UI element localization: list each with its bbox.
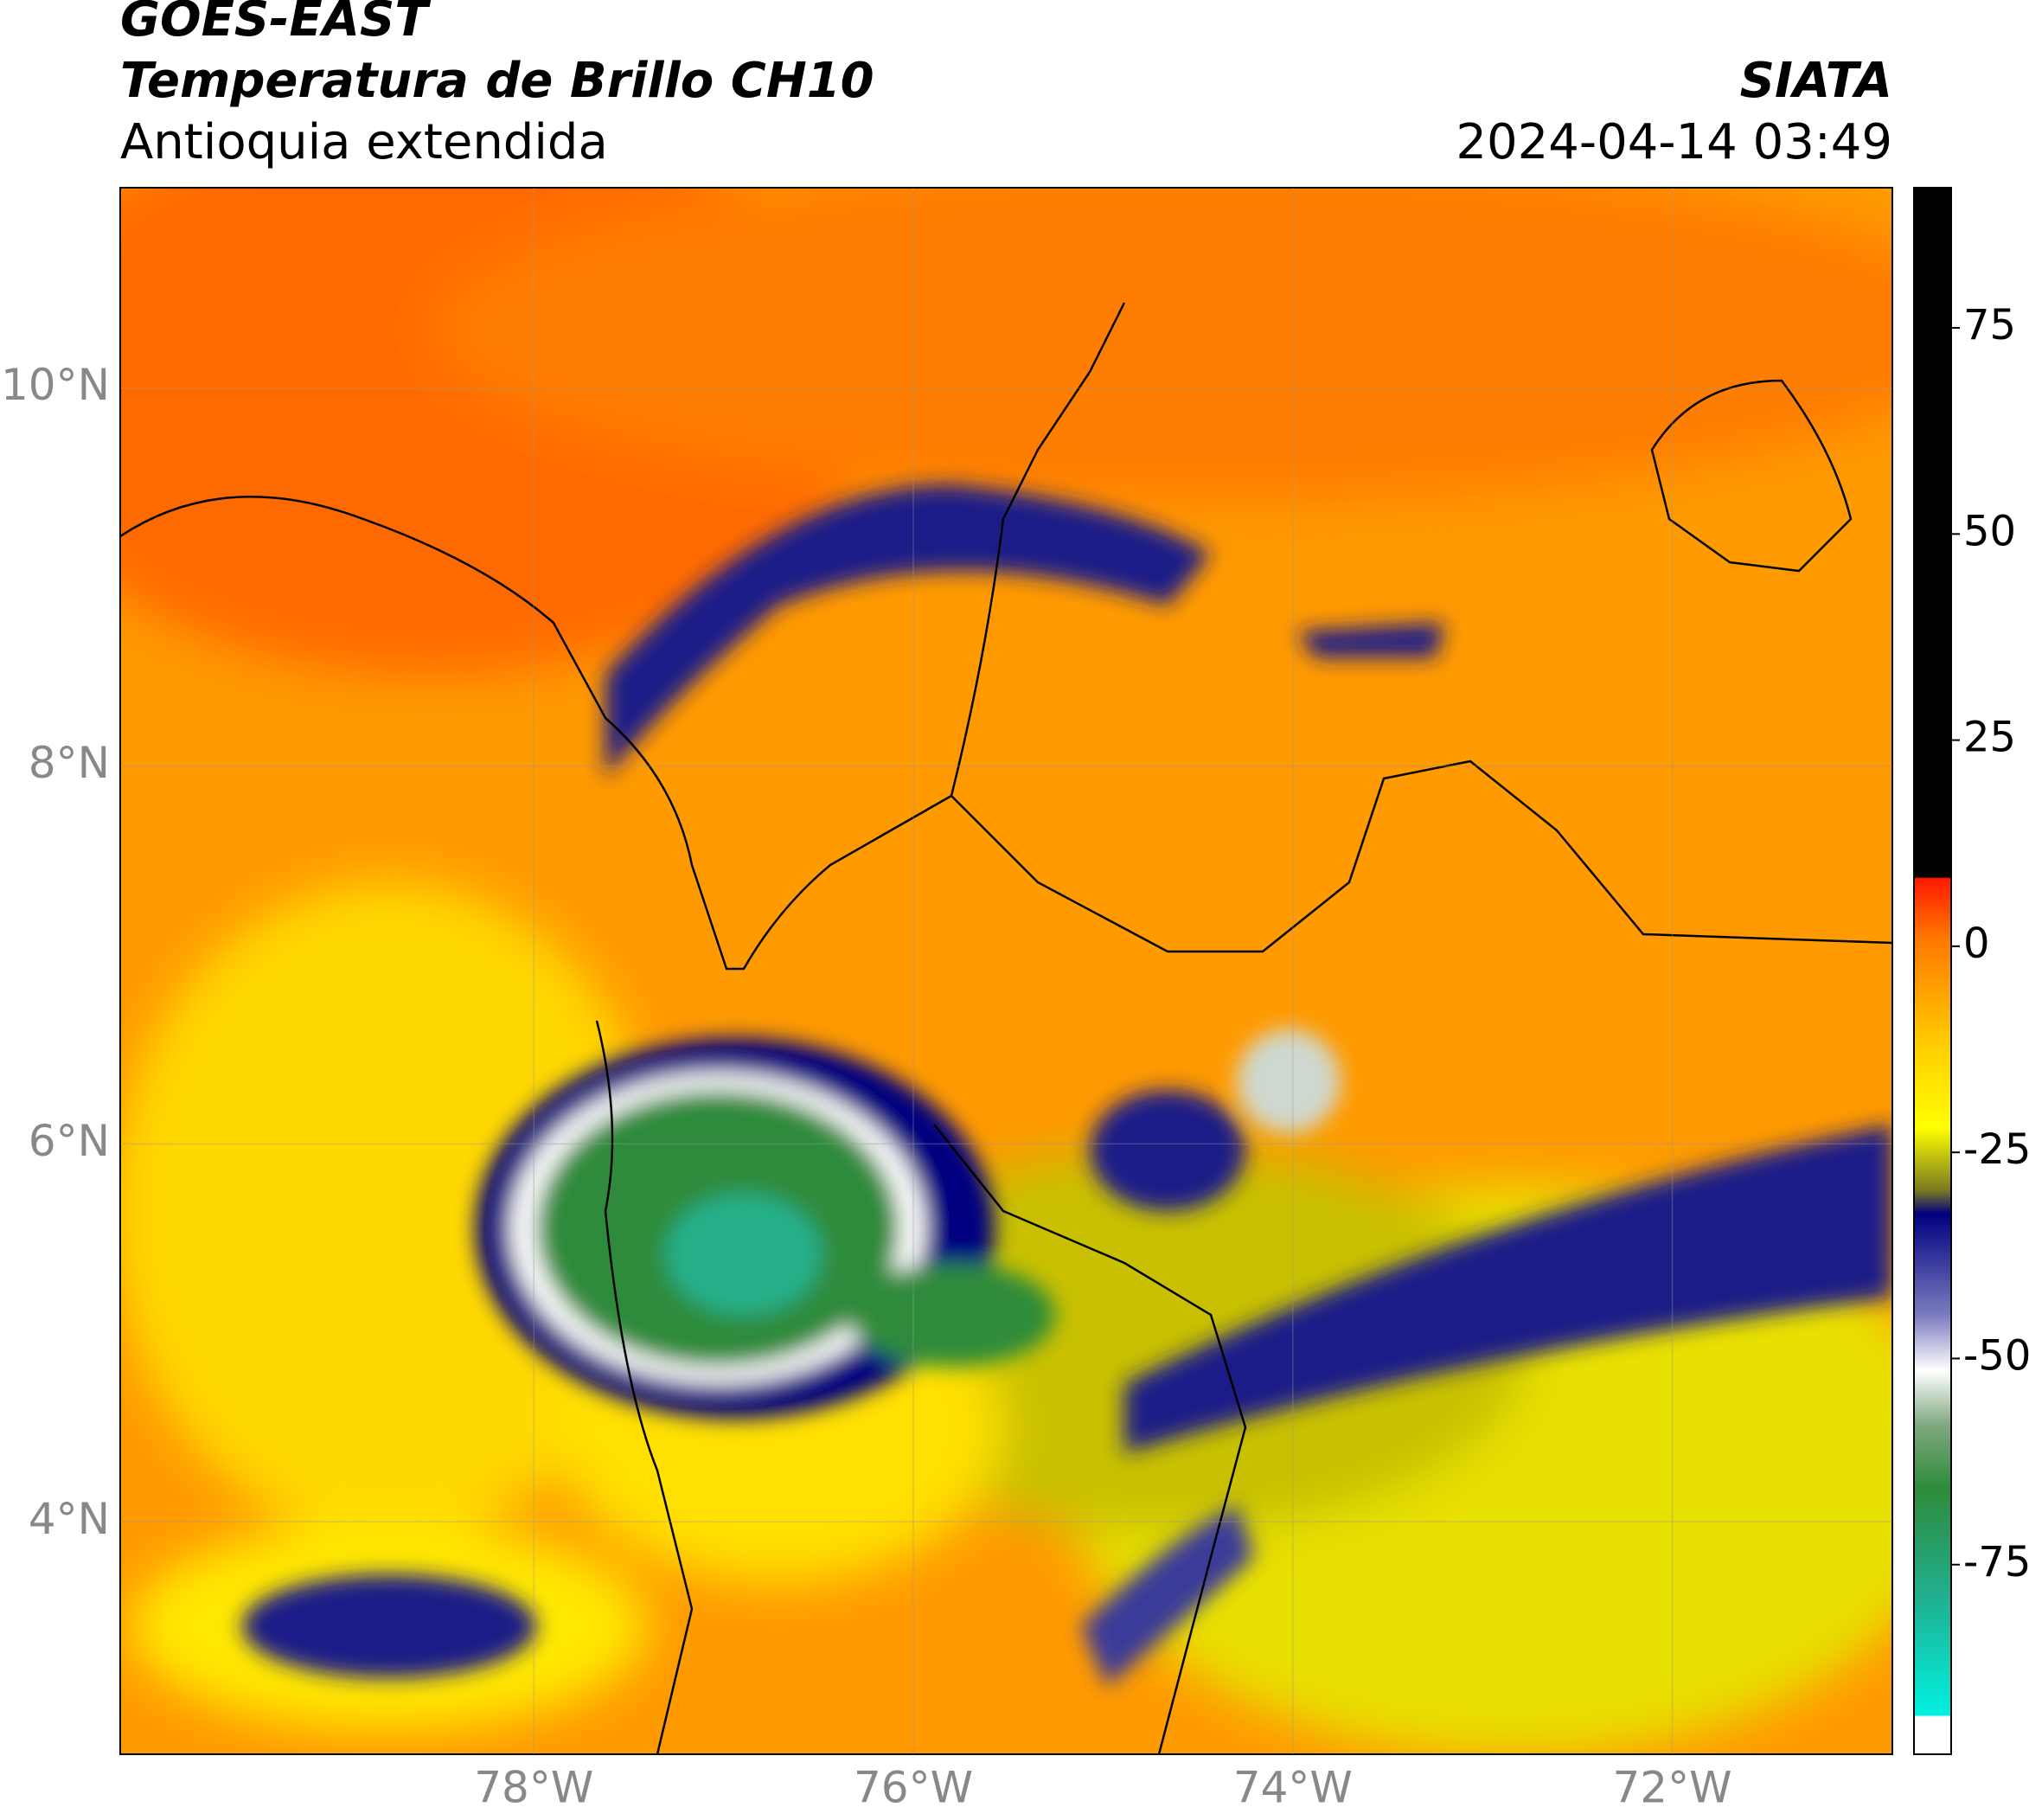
subtitle: Temperatura de Brillo CH10 — [120, 53, 874, 109]
lon-tick-label: 76°W — [854, 1763, 973, 1813]
lat-tick-label: 10°N — [1, 360, 110, 410]
colorbar — [1913, 187, 1952, 1755]
colorbar-tick-label: -75 — [1963, 1538, 2029, 1586]
colorbar-tick-label: -25 — [1963, 1125, 2029, 1174]
timestamp: 2024-04-14 03:49 — [1456, 114, 1892, 170]
lat-tick-label: 8°N — [29, 738, 110, 788]
map-frame — [119, 187, 1893, 1755]
region: Antioquia extendida — [120, 114, 608, 170]
lat-tick-label: 6°N — [29, 1116, 110, 1166]
colorbar-tick-label: 75 — [1963, 301, 2016, 349]
colorbar-tick-label: 25 — [1963, 714, 2016, 762]
lon-tick-label: 78°W — [474, 1763, 593, 1813]
lon-tick-label: 72°W — [1612, 1763, 1731, 1813]
colorbar-tick-label: 0 — [1963, 920, 1990, 968]
lon-tick-label: 74°W — [1233, 1763, 1353, 1813]
source: SIATA — [1740, 53, 1892, 109]
title: GOES-EAST — [120, 0, 431, 48]
satellite-image — [120, 188, 1892, 1754]
colorbar-tick-label: 50 — [1963, 507, 2016, 555]
colorbar-tick-label: -50 — [1963, 1331, 2029, 1380]
lat-tick-label: 4°N — [29, 1494, 110, 1544]
